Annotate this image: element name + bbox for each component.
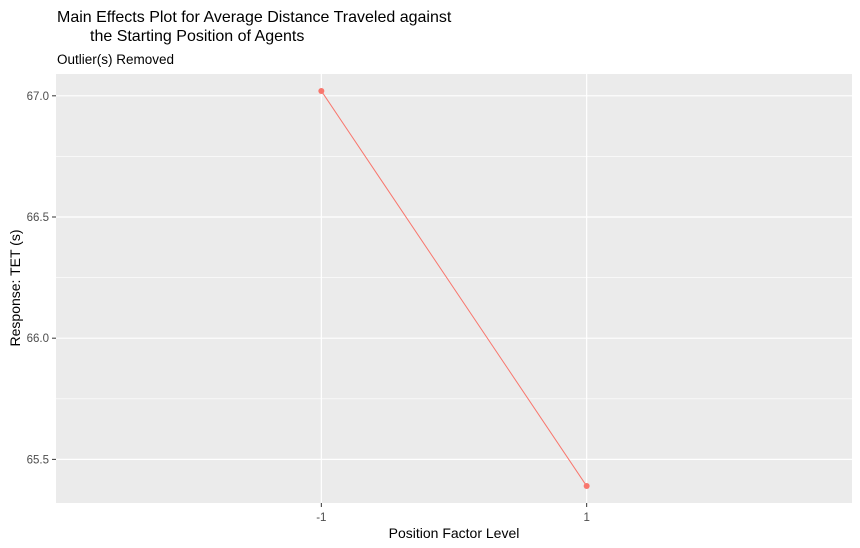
- chart-title-line1: Main Effects Plot for Average Distance T…: [57, 9, 452, 26]
- data-point: [318, 87, 325, 94]
- chart-subtitle: Outlier(s) Removed: [57, 52, 174, 67]
- data-point: [583, 483, 590, 490]
- y-tick-label: 66.5: [27, 212, 49, 224]
- y-tick-label: 67.0: [27, 91, 49, 103]
- y-tick-label: 65.5: [27, 454, 49, 466]
- x-tick-label: 1: [583, 512, 589, 524]
- series-line: [320, 90, 588, 487]
- x-axis-title: Position Factor Level: [389, 525, 520, 541]
- y-tick-label: 66.0: [27, 333, 49, 345]
- grid-lines: [56, 74, 852, 503]
- x-tick-label: -1: [316, 512, 326, 524]
- series-layer: [318, 87, 590, 490]
- y-axis-title: Response: TET (s): [7, 230, 23, 347]
- axes: 65.5 66.0 66.5 67.0 -1 1: [27, 91, 590, 524]
- chart-title-line2: the Starting Position of Agents: [90, 28, 304, 45]
